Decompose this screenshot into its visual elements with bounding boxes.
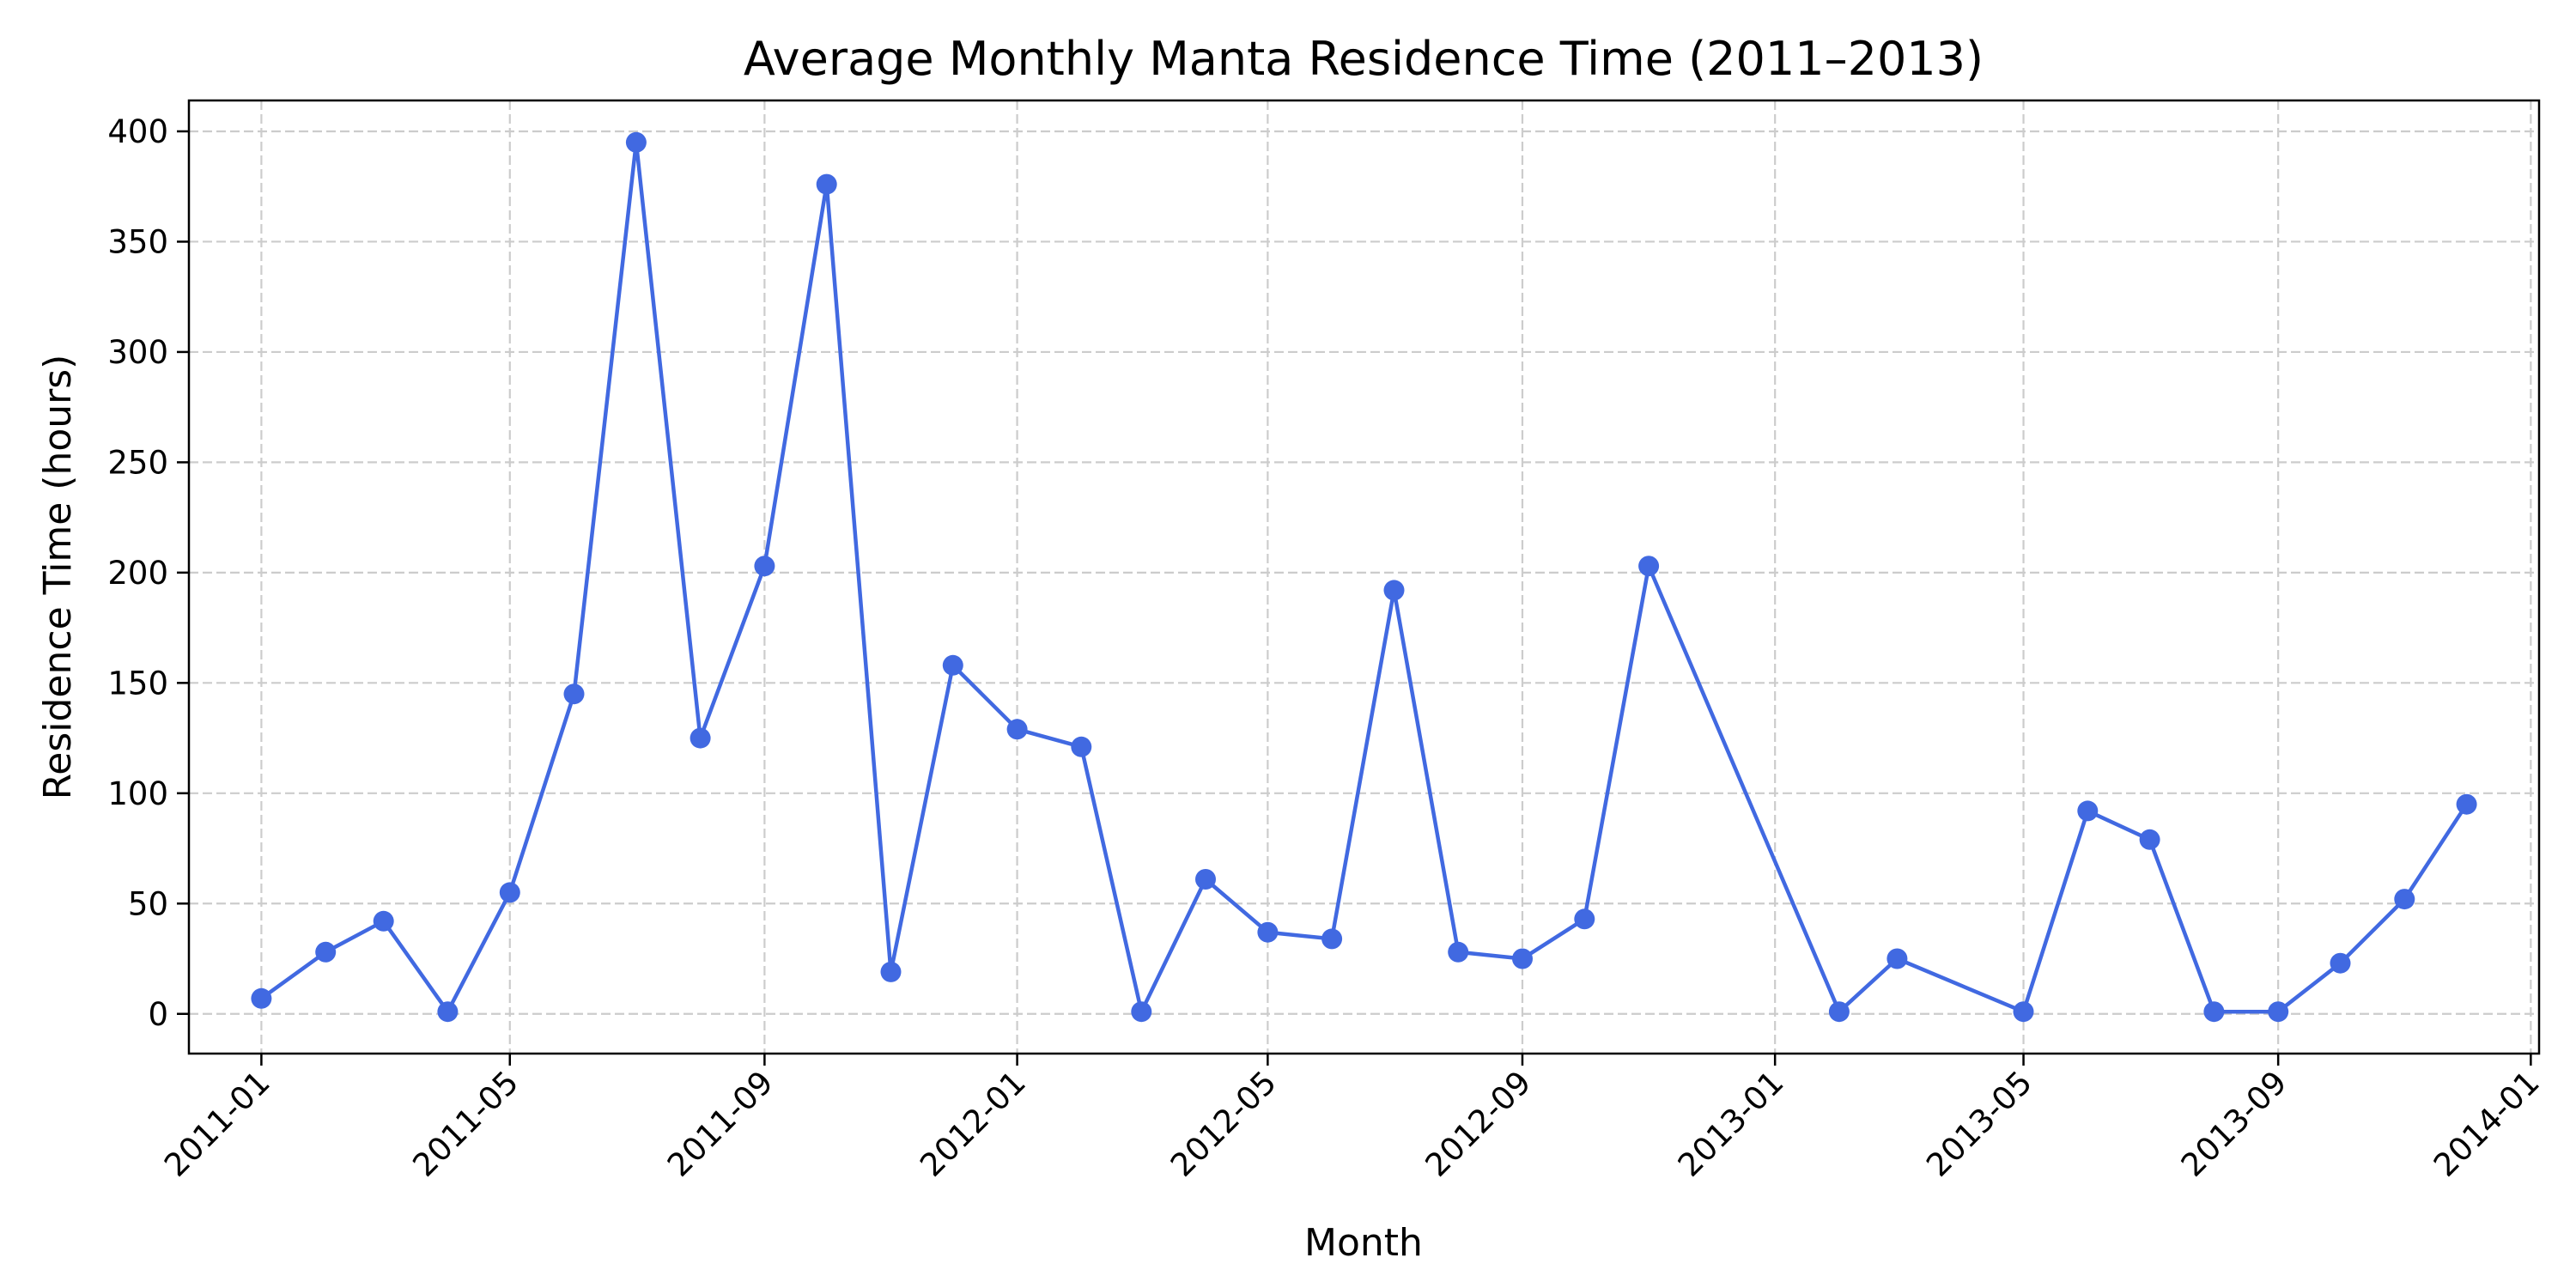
data-point (1321, 928, 1343, 950)
y-tick-label: 250 (107, 444, 168, 481)
y-tick-label: 0 (148, 996, 168, 1033)
data-point (499, 882, 520, 903)
data-point (2330, 952, 2351, 974)
data-point (1131, 1001, 1152, 1023)
data-point (437, 1001, 459, 1023)
data-point (816, 173, 837, 195)
series-layer (251, 131, 2477, 1023)
y-tick-label: 350 (107, 223, 168, 260)
y-tick-label: 400 (107, 113, 168, 150)
data-point (942, 654, 963, 676)
y-tick-label: 150 (107, 665, 168, 702)
data-point (1383, 580, 1405, 601)
data-point (1512, 948, 1533, 969)
plot-frame (187, 99, 2541, 1055)
data-point (1257, 921, 1279, 943)
data-point (315, 941, 337, 963)
data-point (1828, 1001, 1850, 1023)
data-point (2268, 1001, 2289, 1023)
y-tick-label: 200 (107, 555, 168, 592)
x-axis-label: Month (1304, 1221, 1423, 1265)
data-point (754, 556, 775, 577)
data-point (2077, 800, 2099, 822)
y-axis-label: Residence Time (hours) (36, 355, 80, 800)
data-point (1195, 869, 1216, 890)
data-point (1071, 736, 1092, 757)
chart-title: Average Monthly Manta Residence Time (20… (744, 32, 1984, 86)
y-axis: 0 50 100 150 200 250 300 350 400 (107, 113, 189, 1033)
data-point (2203, 1001, 2225, 1023)
data-point (1638, 556, 1660, 577)
y-tick-label: 100 (107, 775, 168, 812)
grid-lines (189, 100, 2539, 1054)
data-point (2394, 889, 2415, 910)
y-tick-label: 300 (107, 334, 168, 371)
data-point (251, 987, 272, 1009)
data-point (373, 910, 394, 932)
data-point (2013, 1001, 2034, 1023)
y-tick-label: 50 (128, 885, 168, 922)
data-point (1574, 908, 1595, 930)
data-point (563, 683, 585, 705)
data-point (880, 961, 902, 982)
data-point (1886, 948, 1908, 969)
data-point (1448, 941, 1469, 963)
data-point (625, 131, 647, 153)
data-point (690, 727, 711, 749)
data-point (1006, 719, 1028, 740)
data-point (2139, 829, 2160, 850)
data-point (2456, 793, 2477, 815)
